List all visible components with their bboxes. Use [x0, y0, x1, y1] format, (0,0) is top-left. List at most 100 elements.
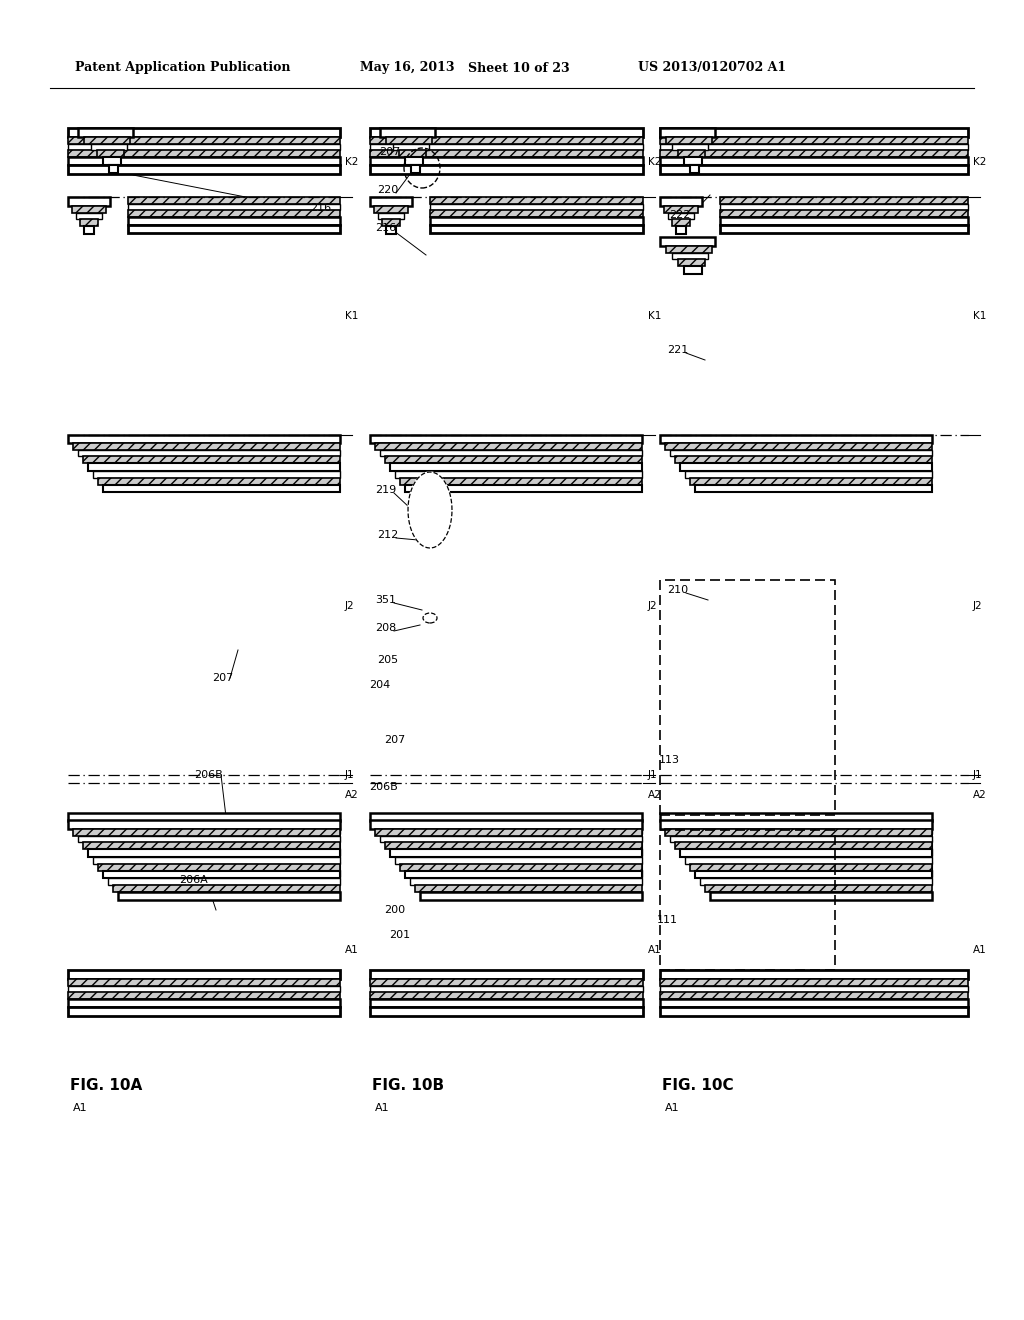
Bar [665, 829, 932, 836]
Bar [68, 979, 340, 986]
Text: US 2013/0120702 A1: US 2013/0120702 A1 [638, 62, 786, 74]
Text: 206A: 206A [179, 875, 208, 884]
Bar [108, 870, 340, 876]
Bar [670, 450, 932, 455]
Bar [97, 150, 124, 157]
Ellipse shape [423, 612, 437, 623]
Bar [400, 855, 642, 863]
Bar [660, 128, 968, 137]
Text: 219: 219 [375, 484, 396, 495]
Bar [108, 878, 340, 884]
Bar [78, 450, 340, 455]
Text: 222: 222 [669, 210, 690, 220]
Text: J1: J1 [973, 770, 983, 780]
Bar [68, 820, 340, 829]
Bar [374, 206, 408, 213]
Bar [660, 1007, 968, 1016]
Bar [675, 842, 932, 849]
Bar [430, 224, 643, 234]
Bar [685, 471, 932, 478]
Bar [370, 820, 642, 829]
Text: 207: 207 [379, 147, 400, 157]
Bar [103, 871, 340, 878]
Bar [68, 993, 340, 999]
Text: K2: K2 [648, 157, 662, 168]
Bar [678, 150, 705, 157]
Bar [370, 1007, 643, 1016]
Bar [113, 884, 340, 892]
Text: 212: 212 [377, 531, 398, 540]
Bar [430, 205, 643, 210]
Bar [380, 128, 435, 137]
Bar [710, 892, 932, 900]
Bar [666, 246, 712, 253]
Bar [68, 165, 340, 174]
Bar [72, 206, 106, 213]
Bar [685, 857, 932, 865]
Bar [720, 205, 968, 210]
Bar [406, 484, 642, 492]
Polygon shape [408, 473, 452, 548]
Bar [370, 144, 643, 150]
Text: J2: J2 [648, 601, 657, 611]
Text: K1: K1 [345, 312, 358, 321]
Bar [103, 484, 340, 492]
Bar [690, 478, 932, 484]
Text: FIG. 10B: FIG. 10B [372, 1077, 444, 1093]
Text: 207: 207 [212, 673, 233, 682]
Bar [390, 463, 642, 471]
Bar [675, 455, 932, 463]
Bar [660, 436, 932, 444]
Bar [88, 841, 340, 849]
Text: A1: A1 [648, 945, 662, 954]
Bar [128, 197, 340, 205]
Bar [385, 834, 642, 841]
Bar [684, 157, 702, 165]
Bar [68, 128, 340, 137]
Text: 207: 207 [384, 735, 406, 744]
Bar [690, 165, 699, 173]
Bar [370, 993, 643, 999]
Bar [98, 478, 340, 484]
Bar [700, 878, 932, 884]
Bar [83, 834, 340, 841]
Bar [660, 128, 715, 137]
Bar [666, 137, 712, 144]
Bar [672, 219, 690, 226]
Bar [665, 444, 932, 450]
Bar [660, 197, 702, 206]
Bar [390, 841, 642, 849]
Bar [660, 137, 968, 144]
Bar [370, 157, 643, 165]
Bar [406, 157, 423, 165]
Text: A2: A2 [345, 789, 358, 800]
Text: A1: A1 [375, 1104, 389, 1113]
Text: 216: 216 [375, 223, 396, 234]
Bar [68, 150, 340, 157]
Bar [420, 892, 642, 900]
Bar [415, 884, 642, 892]
Bar [675, 834, 932, 841]
Bar [400, 865, 642, 871]
Bar [660, 144, 968, 150]
Bar [705, 884, 932, 892]
Bar [93, 471, 340, 478]
Bar [91, 144, 127, 150]
Bar [660, 150, 968, 157]
Bar [68, 1007, 340, 1016]
Bar [93, 857, 340, 865]
Bar [660, 830, 835, 970]
Text: 205: 205 [377, 655, 398, 665]
Bar [370, 197, 412, 206]
Bar [406, 871, 642, 878]
Bar [660, 986, 968, 993]
Bar [720, 210, 968, 216]
Text: Sheet 10 of 23: Sheet 10 of 23 [468, 62, 569, 74]
Text: A1: A1 [973, 945, 987, 954]
Text: K2: K2 [973, 157, 986, 168]
Bar [695, 484, 932, 492]
Text: 221: 221 [667, 345, 688, 355]
Text: A2: A2 [973, 789, 987, 800]
Bar [680, 841, 932, 849]
Bar [98, 855, 340, 863]
